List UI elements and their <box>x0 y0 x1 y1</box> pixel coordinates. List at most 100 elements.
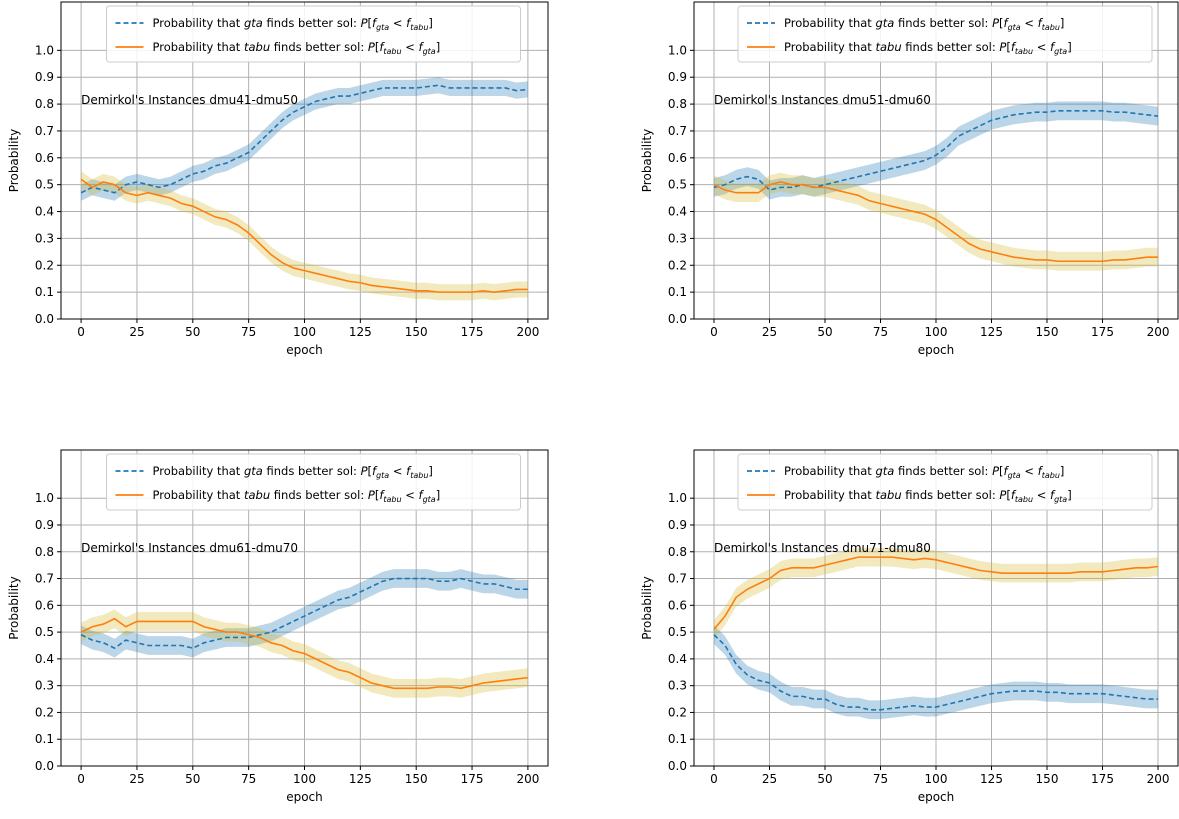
x-tick-label: 175 <box>461 772 484 786</box>
y-tick-label: 0.3 <box>668 231 687 245</box>
x-tick-label: 150 <box>1036 772 1059 786</box>
x-tick-label: 200 <box>1147 772 1170 786</box>
y-tick-label: 0.1 <box>35 732 54 746</box>
legend-box <box>106 5 521 63</box>
x-tick-label: 125 <box>349 325 372 339</box>
x-tick-label: 25 <box>762 325 777 339</box>
confidence-band <box>81 77 528 201</box>
x-tick-label: 25 <box>762 772 777 786</box>
y-tick-label: 0.9 <box>35 70 54 84</box>
legend: Probability that gta finds better sol: P… <box>106 5 521 63</box>
legend-label: Probability that tabu finds better sol: … <box>784 40 1072 56</box>
confidence-band <box>81 569 528 658</box>
chart-1: 0 25 50 75 100 125 150 175 200 0.0 0.1 0.2 0.3 0.4 0.5… <box>7 1 549 357</box>
y-tick-label: 0.0 <box>35 312 54 326</box>
y-tick-label: 0.2 <box>35 258 54 272</box>
y-tick-label: 0.0 <box>668 759 687 773</box>
legend-label: Probability that tabu finds better sol: … <box>153 488 441 504</box>
instances-annotation: Demirkol's Instances dmu51-dmu60 <box>714 93 931 107</box>
legend: Probability that gta finds better sol: P… <box>737 453 1153 511</box>
legend-label: Probability that gta finds better sol: P… <box>153 16 433 32</box>
y-tick-label: 0.5 <box>668 625 687 639</box>
y-tick-label: 0.6 <box>668 598 687 612</box>
y-tick-label: 0.3 <box>35 231 54 245</box>
x-tick-label: 25 <box>129 772 144 786</box>
legend-box <box>737 453 1153 511</box>
y-tick-label: 0.8 <box>35 545 54 559</box>
confidence-band <box>713 547 1159 639</box>
y-tick-label: 0.1 <box>668 732 687 746</box>
y-tick-label: 0.7 <box>668 124 687 138</box>
legend-box <box>737 5 1153 63</box>
instances-annotation: Demirkol's Instances dmu41-dmu50 <box>81 93 298 107</box>
y-tick-label: 0.0 <box>35 759 54 773</box>
chart-4: 0 25 50 75 100 125 150 175 200 0.0 0.1 0.2 0.3 0.4 0.5… <box>640 449 1179 804</box>
legend: Probability that gta finds better sol: P… <box>106 453 521 511</box>
y-tick-label: 0.1 <box>668 285 687 299</box>
y-tick-label: 0.1 <box>35 285 54 299</box>
x-tick-label: 150 <box>1036 325 1059 339</box>
y-tick-label: 0.4 <box>668 205 687 219</box>
y-tick-label: 0.7 <box>35 124 54 138</box>
x-tick-label: 75 <box>241 772 256 786</box>
y-tick-label: 0.6 <box>35 151 54 165</box>
y-tick-label: 0.5 <box>35 625 54 639</box>
x-tick-label: 200 <box>516 325 539 339</box>
x-tick-label: 100 <box>925 325 948 339</box>
y-tick-label: 0.8 <box>35 97 54 111</box>
x-tick-label: 0 <box>77 325 85 339</box>
x-tick-label: 25 <box>129 325 144 339</box>
x-axis-label: epoch <box>918 343 955 357</box>
y-tick-label: 0.2 <box>668 705 687 719</box>
y-tick-label: 0.3 <box>668 679 687 693</box>
x-axis-label: epoch <box>918 790 955 804</box>
y-tick-label: 0.8 <box>668 545 687 559</box>
chart-3: 0 25 50 75 100 125 150 175 200 0.0 0.1 0.2 0.3 0.4 0.5… <box>7 449 549 804</box>
x-tick-label: 100 <box>925 772 948 786</box>
confidence-band <box>713 172 1159 271</box>
legend-label: Probability that tabu finds better sol: … <box>784 488 1072 504</box>
x-tick-label: 175 <box>461 325 484 339</box>
y-tick-label: 0.0 <box>668 312 687 326</box>
x-tick-label: 50 <box>185 772 200 786</box>
y-tick-label: 0.5 <box>668 178 687 192</box>
y-tick-label: 0.4 <box>35 205 54 219</box>
y-axis-label: Probability <box>7 576 21 639</box>
y-tick-label: 0.9 <box>668 518 687 532</box>
tabu-series-line <box>713 181 1159 263</box>
x-axis-label: epoch <box>286 790 323 804</box>
y-tick-label: 0.9 <box>668 70 687 84</box>
x-axis-label: epoch <box>286 343 323 357</box>
y-tick-label: 0.2 <box>35 705 54 719</box>
y-tick-label: 0.8 <box>668 97 687 111</box>
gta-series-line <box>713 634 1159 711</box>
x-tick-label: 75 <box>873 772 888 786</box>
x-tick-label: 175 <box>1091 772 1114 786</box>
y-tick-label: 1.0 <box>668 43 687 57</box>
x-tick-label: 0 <box>77 772 85 786</box>
y-tick-label: 0.3 <box>35 679 54 693</box>
tabu-series-line <box>80 178 528 293</box>
y-tick-label: 0.6 <box>668 151 687 165</box>
x-tick-label: 0 <box>710 772 718 786</box>
x-tick-label: 100 <box>293 772 316 786</box>
y-tick-label: 0.4 <box>668 652 687 666</box>
gta-series-line <box>713 110 1159 191</box>
x-tick-label: 150 <box>405 325 428 339</box>
tabu-series-line <box>713 556 1159 630</box>
y-tick-label: 0.9 <box>35 518 54 532</box>
x-tick-label: 150 <box>405 772 428 786</box>
instances-annotation: Demirkol's Instances dmu71-dmu80 <box>714 541 931 555</box>
x-tick-label: 50 <box>817 325 832 339</box>
y-tick-label: 1.0 <box>668 491 687 505</box>
chart-2: 0 25 50 75 100 125 150 175 200 0.0 0.1 0.2 0.3 0.4 0.5… <box>640 1 1179 357</box>
y-tick-label: 0.5 <box>35 178 54 192</box>
x-tick-label: 125 <box>980 325 1003 339</box>
x-tick-label: 50 <box>817 772 832 786</box>
legend-label: Probability that gta finds better sol: P… <box>784 464 1064 480</box>
x-tick-label: 75 <box>241 325 256 339</box>
y-axis-label: Probability <box>640 129 654 192</box>
x-tick-label: 175 <box>1091 325 1114 339</box>
x-tick-label: 0 <box>710 325 718 339</box>
